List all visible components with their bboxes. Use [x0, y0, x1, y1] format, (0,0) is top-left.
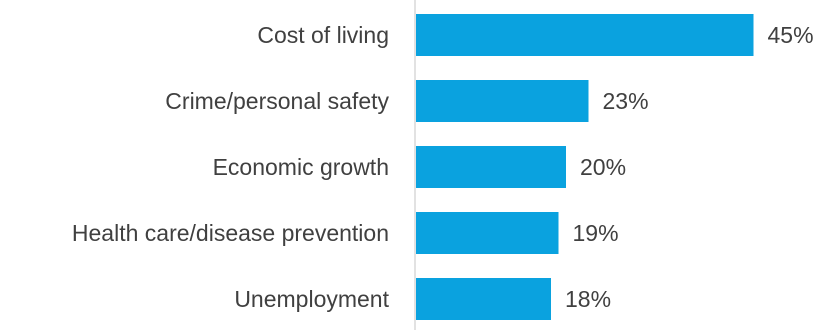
value-label-unemployment: 18% — [565, 286, 611, 312]
value-label-health-care-disease-prevention: 19% — [573, 220, 619, 246]
bar-health-care-disease-prevention — [416, 212, 559, 254]
category-label-health-care-disease-prevention: Health care/disease prevention — [72, 220, 389, 246]
value-label-crime-personal-safety: 23% — [603, 88, 649, 114]
category-label-crime-personal-safety: Crime/personal safety — [165, 88, 389, 114]
bar-unemployment — [416, 278, 551, 320]
value-label-cost-of-living: 45% — [768, 22, 814, 48]
bar-economic-growth — [416, 146, 566, 188]
category-labels-group: Cost of living Crime/personal safety Econo… — [72, 22, 390, 312]
bars-group — [416, 14, 754, 320]
category-label-cost-of-living: Cost of living — [257, 22, 389, 48]
category-label-economic-growth: Economic growth — [213, 154, 389, 180]
value-labels-group: 45% 23% 20% 19% 18% — [565, 22, 814, 312]
bar-cost-of-living — [416, 14, 754, 56]
value-label-economic-growth: 20% — [580, 154, 626, 180]
category-label-unemployment: Unemployment — [234, 286, 389, 312]
bar-crime-personal-safety — [416, 80, 589, 122]
